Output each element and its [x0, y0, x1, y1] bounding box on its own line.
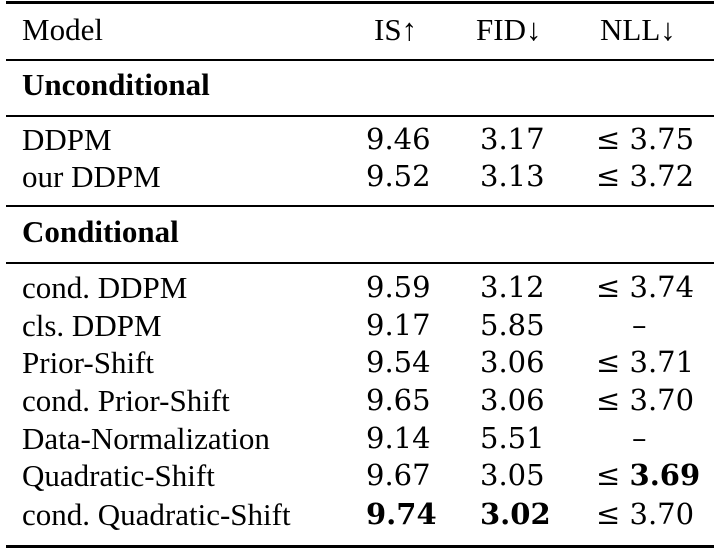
conditional-divider-rule: [6, 205, 714, 207]
table-cell-nll: ≤ 3.70: [596, 497, 695, 531]
header-rule: [6, 59, 714, 61]
table-row-model: cls. DDPM: [22, 308, 162, 343]
table-cell-nll: ≤ 3.74: [596, 270, 695, 304]
table-cell-is: 9.17: [366, 308, 431, 342]
table-row-model: cond. Prior-Shift: [22, 383, 230, 418]
unconditional-section-rule: [6, 115, 714, 117]
header-is: IS↑: [374, 12, 418, 47]
table-cell-nll: ≤ 3.72: [596, 159, 695, 193]
header-nll: NLL↓: [600, 12, 676, 47]
table-cell-nll: –: [632, 421, 647, 455]
table-cell-nll: ≤ 3.71: [596, 345, 695, 379]
table-top-rule: [6, 1, 714, 4]
table-cell-fid: 3.12: [480, 270, 545, 304]
table-cell-fid: 3.05: [480, 458, 545, 492]
table-row-model: cond. DDPM: [22, 270, 188, 305]
table-row-model: cond. Quadratic-Shift: [22, 497, 291, 532]
section-title-conditional: Conditional: [22, 214, 179, 249]
table-cell-is: 9.14: [366, 421, 431, 455]
table-cell-is-best: 9.74: [366, 497, 437, 531]
table-row-model: Data-Normalization: [22, 421, 270, 456]
table-row-model: Quadratic-Shift: [22, 458, 215, 493]
header-fid: FID↓: [476, 12, 542, 47]
nll-best-value: 3.69: [629, 458, 701, 492]
table-cell-nll: –: [632, 308, 647, 342]
table-cell-fid: 3.06: [480, 345, 545, 379]
header-model: Model: [22, 12, 103, 47]
table-cell-nll: ≤ 3.75: [596, 122, 695, 156]
table-cell-is: 9.52: [366, 159, 431, 193]
table-row-model: Prior-Shift: [22, 345, 154, 380]
table-cell-is: 9.46: [366, 122, 431, 156]
table-cell-is: 9.67: [366, 458, 431, 492]
table-row-model: DDPM: [22, 122, 112, 157]
table-row-model: our DDPM: [22, 159, 161, 194]
conditional-section-rule: [6, 262, 714, 264]
table-cell-is: 9.65: [366, 383, 431, 417]
table-cell-is: 9.59: [366, 270, 431, 304]
table-bottom-rule: [6, 545, 714, 548]
nll-leq-symbol: ≤: [596, 458, 621, 492]
table-cell-fid: 3.13: [480, 159, 545, 193]
table-cell-fid: 3.06: [480, 383, 545, 417]
table-cell-fid: 3.17: [480, 122, 545, 156]
table-cell-is: 9.54: [366, 345, 431, 379]
table-cell-fid-best: 3.02: [480, 497, 551, 531]
table-cell-nll: ≤ 3.70: [596, 383, 695, 417]
table-cell-fid: 5.85: [480, 308, 545, 342]
table-cell-nll: ≤ 3.69: [596, 461, 700, 490]
section-title-unconditional: Unconditional: [22, 67, 210, 102]
table-cell-fid: 5.51: [480, 421, 545, 455]
